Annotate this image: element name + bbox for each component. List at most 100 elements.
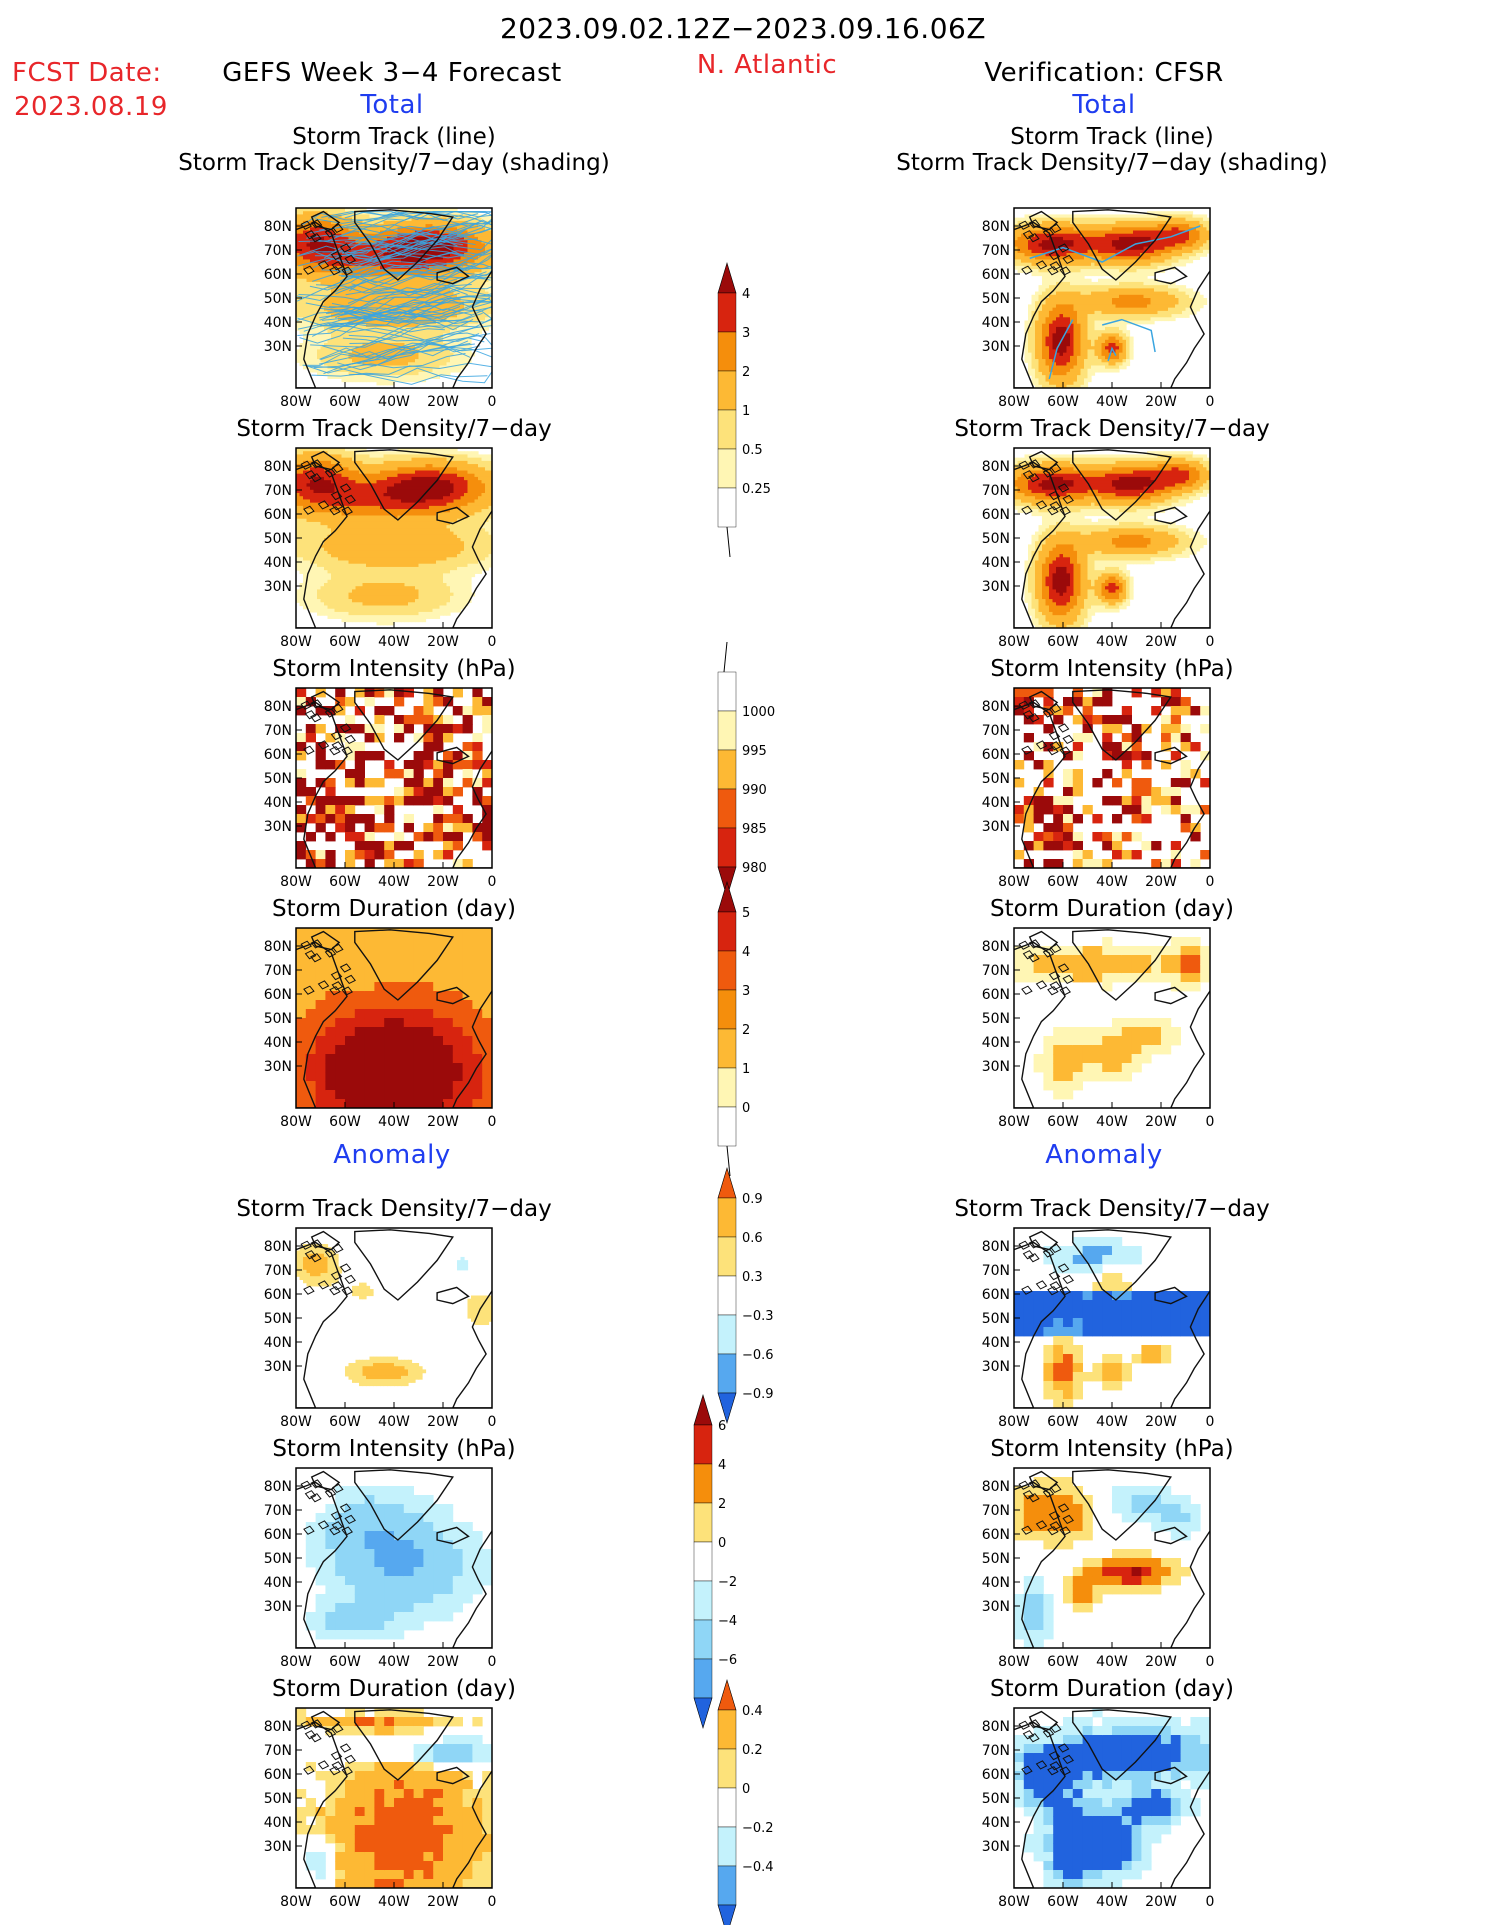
coastline (332, 223, 344, 234)
x-tick-label: 80W (998, 1894, 1030, 1910)
coastline (344, 254, 356, 265)
map-field (1014, 1229, 1210, 1408)
storm-track-line (335, 261, 492, 295)
coastline (436, 1526, 470, 1545)
colorbar-cap (693, 1393, 713, 1426)
coastline (331, 1761, 344, 1771)
coastline (317, 260, 330, 270)
coastline (1028, 953, 1040, 963)
coastline (331, 1521, 344, 1531)
y-tick-label: 80N (982, 1239, 1010, 1255)
y-tick-label: 40N (264, 795, 292, 811)
x-tick-label: 80W (280, 1894, 312, 1910)
coastline (324, 948, 337, 958)
y-tick-label: 50N (982, 1311, 1010, 1327)
coastline (329, 986, 341, 996)
storm-track-line (311, 362, 492, 377)
coastline (296, 221, 348, 388)
coastline (1048, 970, 1061, 981)
storm-track-line (354, 332, 492, 367)
coastline (1021, 985, 1033, 995)
x-tick-label: 60W (329, 1414, 361, 1430)
x-tick-label: 60W (1047, 1894, 1079, 1910)
coastline (1014, 1481, 1066, 1648)
coastline (1062, 1514, 1074, 1525)
colorbar-intensity: 1000 995 990 985 980 (717, 641, 775, 899)
x-tick-label: 20W (1145, 1654, 1177, 1670)
coastline (341, 1766, 353, 1776)
x-tick-label: 20W (1145, 1414, 1177, 1430)
coastline (1072, 689, 1172, 761)
coastline (1047, 506, 1059, 516)
map-field (296, 1229, 492, 1408)
map-panel: Storm Intensity (hPa) 80N 70N 60N 50N 40N 30N 8… (264, 656, 516, 890)
y-tick-label: 30N (982, 1059, 1010, 1075)
coastline (1050, 703, 1062, 714)
coastline (304, 230, 317, 240)
y-tick-label: 80N (982, 1719, 1010, 1735)
coastline (1018, 700, 1030, 710)
map-panel: Storm Intensity (hPa) 80N 70N 60N 50N 40N 30N 8… (982, 1436, 1234, 1670)
y-tick-label: 50N (264, 1551, 292, 1567)
colorbar-segment (717, 710, 737, 751)
coastline (310, 1479, 323, 1489)
coastline (1072, 1469, 1172, 1541)
storm-track-line (318, 236, 478, 247)
x-tick-label: 40W (378, 1414, 410, 1430)
coastline (1062, 254, 1074, 265)
coastline (452, 270, 492, 388)
coastline (1049, 261, 1062, 271)
x-tick-label: 80W (998, 1654, 1030, 1670)
coastline (1018, 460, 1030, 470)
colorbar-label: 0.6 (742, 1231, 763, 1246)
coastline (1049, 981, 1062, 991)
y-tick-label: 40N (982, 555, 1010, 571)
coastline (1028, 939, 1041, 949)
coastline (1057, 963, 1070, 973)
y-tick-label: 30N (982, 1359, 1010, 1375)
colorbar-cap (717, 880, 737, 913)
coastline (1059, 266, 1071, 276)
x-tick-label: 0 (1206, 634, 1215, 650)
y-tick-label: 70N (982, 243, 1010, 259)
coastline (329, 1286, 341, 1296)
y-tick-label: 50N (264, 291, 292, 307)
y-tick-label: 40N (264, 555, 292, 571)
x-tick-label: 60W (329, 1114, 361, 1130)
coastline (310, 713, 322, 723)
coastline (1014, 461, 1066, 628)
x-tick-label: 0 (1206, 394, 1215, 410)
storm-track-line (318, 343, 475, 365)
map-field (296, 928, 492, 1108)
x-tick-label: 40W (378, 874, 410, 890)
colorbar-label: 5 (742, 906, 750, 921)
coastline (304, 1730, 317, 1740)
coastline (296, 941, 348, 1108)
colorbar-segment (717, 1709, 737, 1750)
coastline (1035, 1280, 1048, 1290)
coastline (304, 950, 317, 960)
storm-track-line (320, 333, 481, 361)
y-tick-label: 60N (264, 1287, 292, 1303)
coastline (304, 710, 317, 720)
colorbar-segment (717, 409, 737, 450)
coastline (1018, 1240, 1030, 1250)
colorbar-segment (693, 1619, 713, 1660)
colorbar-cap (717, 1166, 737, 1199)
coastline (1022, 230, 1035, 240)
coastline (1022, 1490, 1035, 1500)
y-tick-label: 60N (982, 1287, 1010, 1303)
coastline (1042, 1728, 1055, 1738)
left-column-title: GEFS Week 3−4 Forecast (222, 58, 562, 88)
panel-title: Storm Track Density/7−day (236, 416, 551, 442)
coastline (1047, 1286, 1059, 1296)
storm-track-line (351, 287, 492, 314)
storm-track-line (1102, 318, 1156, 353)
storm-track-line (337, 264, 492, 276)
y-tick-label: 60N (264, 747, 292, 763)
x-tick-label: 0 (1206, 1894, 1215, 1910)
storm-track-line (340, 299, 492, 323)
coastline (1047, 986, 1059, 996)
coastline (296, 1721, 348, 1888)
coastline (330, 730, 343, 741)
